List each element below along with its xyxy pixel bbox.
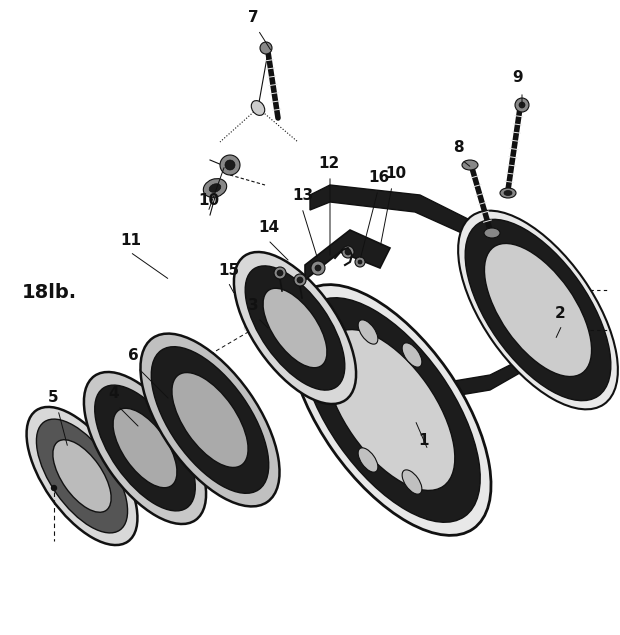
Ellipse shape <box>37 419 128 533</box>
Text: 8: 8 <box>453 140 464 155</box>
Ellipse shape <box>113 408 177 488</box>
Circle shape <box>358 260 362 264</box>
Text: 6: 6 <box>128 348 139 363</box>
Polygon shape <box>310 185 540 290</box>
Ellipse shape <box>27 407 138 545</box>
Ellipse shape <box>297 277 303 283</box>
Text: 10: 10 <box>198 193 219 208</box>
Text: 10: 10 <box>385 166 406 181</box>
Ellipse shape <box>358 448 378 472</box>
Ellipse shape <box>462 160 478 170</box>
Ellipse shape <box>234 252 356 404</box>
Circle shape <box>342 246 354 258</box>
Ellipse shape <box>53 439 111 512</box>
Text: 1: 1 <box>418 433 428 448</box>
Text: 16: 16 <box>368 170 389 185</box>
Ellipse shape <box>225 160 235 170</box>
Ellipse shape <box>402 343 422 367</box>
Ellipse shape <box>519 102 525 108</box>
Text: 7: 7 <box>248 10 259 25</box>
Ellipse shape <box>289 284 491 535</box>
Text: 14: 14 <box>258 220 279 235</box>
Ellipse shape <box>95 385 195 511</box>
Text: 5: 5 <box>48 390 59 405</box>
Ellipse shape <box>504 190 512 196</box>
Ellipse shape <box>209 184 221 192</box>
Ellipse shape <box>465 219 611 401</box>
Ellipse shape <box>484 228 500 238</box>
Ellipse shape <box>251 100 265 116</box>
Ellipse shape <box>203 178 227 197</box>
Ellipse shape <box>515 98 529 112</box>
Ellipse shape <box>358 320 378 344</box>
Text: 12: 12 <box>318 156 339 171</box>
Circle shape <box>315 265 321 271</box>
Circle shape <box>345 249 351 255</box>
Ellipse shape <box>274 267 286 279</box>
Ellipse shape <box>277 270 283 276</box>
Text: 3: 3 <box>248 298 259 313</box>
Text: 13: 13 <box>292 188 313 203</box>
Text: 9: 9 <box>512 70 523 85</box>
Ellipse shape <box>500 188 516 198</box>
Text: 15: 15 <box>218 263 239 278</box>
Polygon shape <box>310 340 540 400</box>
Ellipse shape <box>84 372 206 524</box>
Text: 4: 4 <box>108 386 118 401</box>
Text: 11: 11 <box>120 233 141 248</box>
Ellipse shape <box>325 330 455 490</box>
Circle shape <box>355 257 365 267</box>
Ellipse shape <box>141 333 280 507</box>
Ellipse shape <box>151 347 268 493</box>
Polygon shape <box>305 230 390 280</box>
Text: eReplacementParts.com: eReplacementParts.com <box>242 323 378 333</box>
Ellipse shape <box>458 211 618 410</box>
Circle shape <box>311 261 325 275</box>
Ellipse shape <box>220 155 240 175</box>
Circle shape <box>51 486 56 490</box>
Text: 2: 2 <box>555 306 565 321</box>
Ellipse shape <box>294 274 306 286</box>
Ellipse shape <box>260 42 272 54</box>
Ellipse shape <box>263 288 327 368</box>
Ellipse shape <box>245 266 345 390</box>
Ellipse shape <box>484 243 591 377</box>
Ellipse shape <box>300 298 480 522</box>
Text: 18lb.: 18lb. <box>22 283 77 302</box>
Ellipse shape <box>172 373 248 467</box>
Ellipse shape <box>402 470 422 494</box>
